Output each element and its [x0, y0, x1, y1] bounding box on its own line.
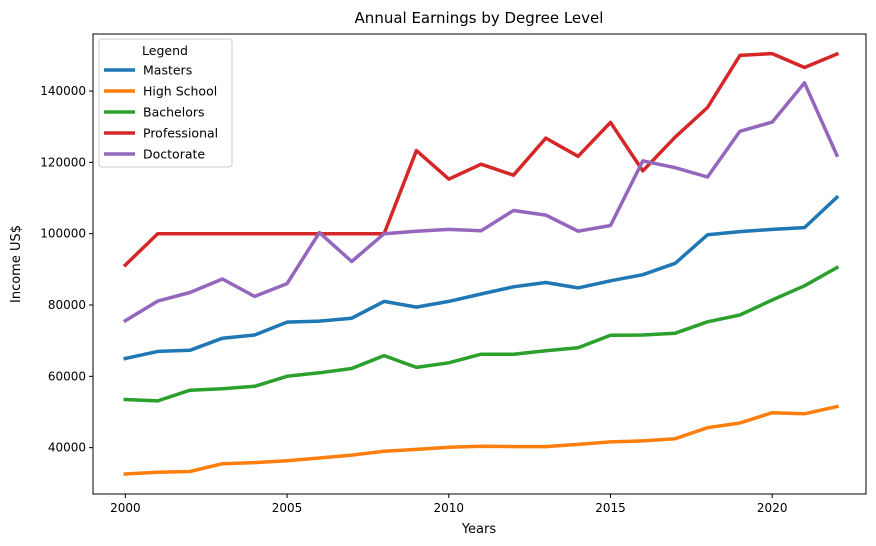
legend: Legend Masters High School Bachelors Profes…	[98, 38, 233, 168]
legend-title: Legend	[142, 43, 188, 58]
y-tick-label: 40000	[48, 441, 86, 455]
series-layer	[122, 51, 840, 476]
x-tick-label: 2020	[757, 501, 788, 515]
plot-frame	[92, 33, 867, 495]
x-axis-label: Years	[461, 522, 497, 537]
legend-label: Doctorate	[143, 147, 205, 162]
legend-label: Professional	[143, 126, 218, 141]
series-line-professional	[122, 51, 840, 268]
series-line-masters	[123, 194, 840, 361]
legend-label: Bachelors	[143, 105, 205, 120]
x-tick-label: 2015	[595, 501, 626, 515]
legend-label: High School	[143, 84, 217, 99]
series-line-bachelors	[123, 265, 840, 403]
y-tick-label: 120000	[40, 155, 86, 169]
series-line-high-school	[123, 404, 839, 476]
chart-title: Annual Earnings by Degree Level	[355, 9, 604, 27]
y-tick-label: 140000	[40, 84, 86, 98]
y-axis-label: Income US$	[9, 225, 24, 303]
y-tick-label: 60000	[48, 369, 86, 383]
legend-label: Masters	[143, 63, 192, 78]
legend-entries: Masters High School Bachelors Professional D…	[104, 63, 218, 162]
x-tick-label: 2005	[272, 501, 303, 515]
y-tick-label: 100000	[40, 227, 86, 241]
y-tick-label: 80000	[48, 298, 86, 312]
y-axis: 40000 60000 80000 100000 120000 140000	[40, 84, 93, 455]
x-tick-label: 2000	[110, 501, 141, 515]
x-tick-label: 2010	[434, 501, 465, 515]
x-axis: 2000 2005 2010 2015 2020	[110, 494, 787, 515]
series-line-doctorate	[122, 81, 840, 324]
